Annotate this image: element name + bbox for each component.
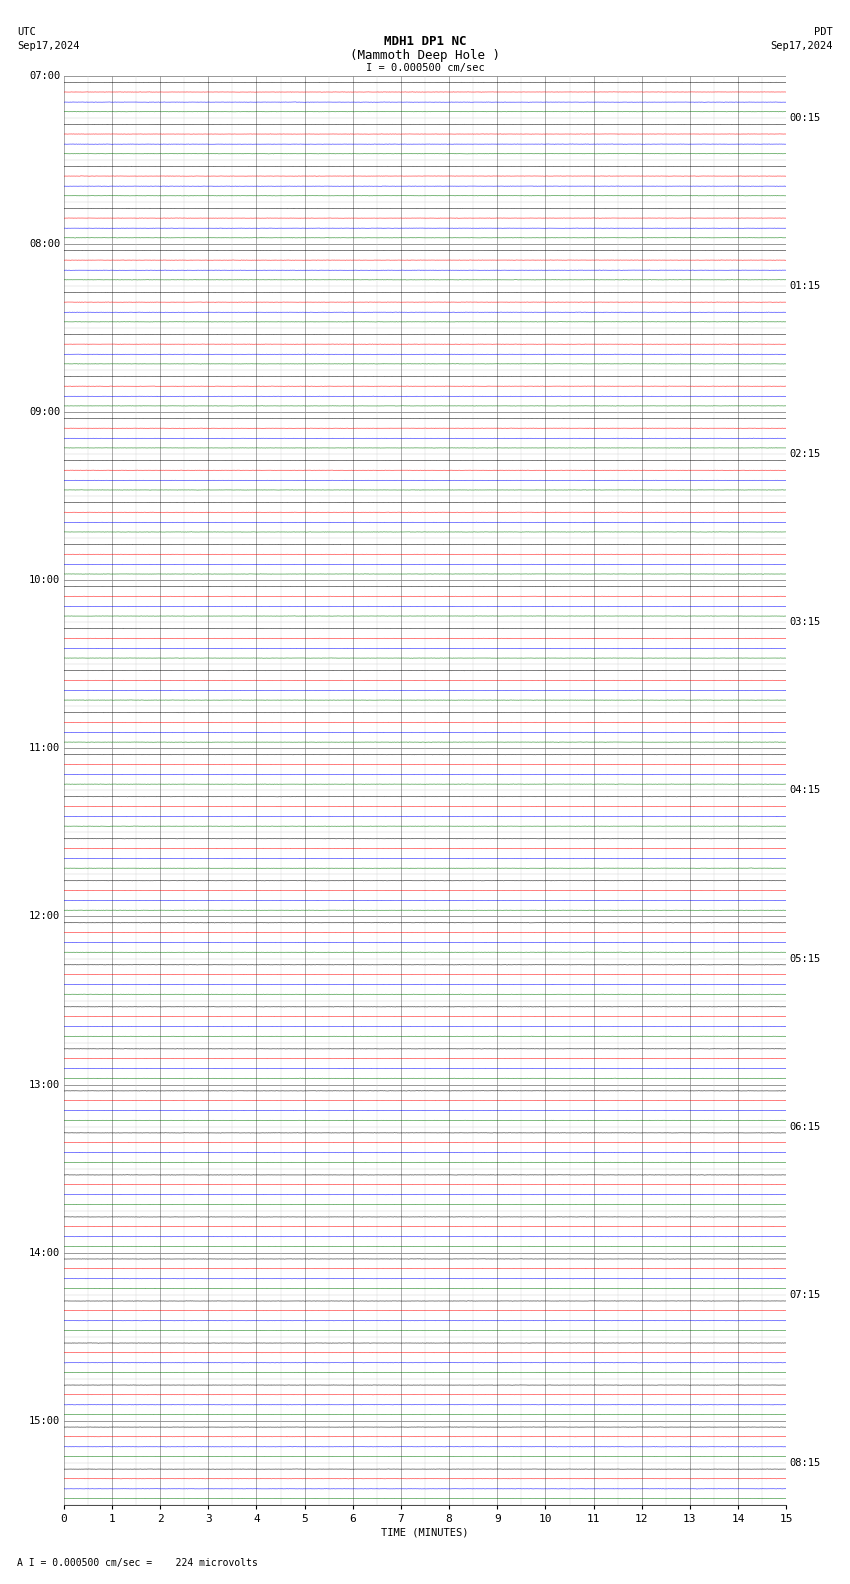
Text: 09:00: 09:00 — [29, 407, 60, 417]
Text: 01:15: 01:15 — [790, 280, 821, 291]
Text: 04:15: 04:15 — [790, 786, 821, 795]
Text: (Mammoth Deep Hole ): (Mammoth Deep Hole ) — [350, 49, 500, 62]
Text: 12:00: 12:00 — [29, 911, 60, 922]
Text: 05:15: 05:15 — [790, 954, 821, 963]
Text: 07:00: 07:00 — [29, 71, 60, 81]
Text: 11:00: 11:00 — [29, 743, 60, 754]
Text: I = 0.000500 cm/sec: I = 0.000500 cm/sec — [366, 63, 484, 73]
Text: PDT: PDT — [814, 27, 833, 36]
Text: 15:00: 15:00 — [29, 1416, 60, 1426]
Text: UTC: UTC — [17, 27, 36, 36]
Text: 13:00: 13:00 — [29, 1080, 60, 1090]
Text: 08:00: 08:00 — [29, 239, 60, 249]
X-axis label: TIME (MINUTES): TIME (MINUTES) — [382, 1529, 468, 1538]
Text: A I = 0.000500 cm/sec =    224 microvolts: A I = 0.000500 cm/sec = 224 microvolts — [17, 1559, 258, 1568]
Text: 02:15: 02:15 — [790, 450, 821, 459]
Text: Sep17,2024: Sep17,2024 — [770, 41, 833, 51]
Text: 10:00: 10:00 — [29, 575, 60, 586]
Text: 03:15: 03:15 — [790, 618, 821, 627]
Text: 14:00: 14:00 — [29, 1248, 60, 1258]
Text: MDH1 DP1 NC: MDH1 DP1 NC — [383, 35, 467, 48]
Text: 08:15: 08:15 — [790, 1457, 821, 1468]
Text: 07:15: 07:15 — [790, 1289, 821, 1300]
Text: 00:15: 00:15 — [790, 112, 821, 124]
Text: 06:15: 06:15 — [790, 1121, 821, 1131]
Text: Sep17,2024: Sep17,2024 — [17, 41, 80, 51]
